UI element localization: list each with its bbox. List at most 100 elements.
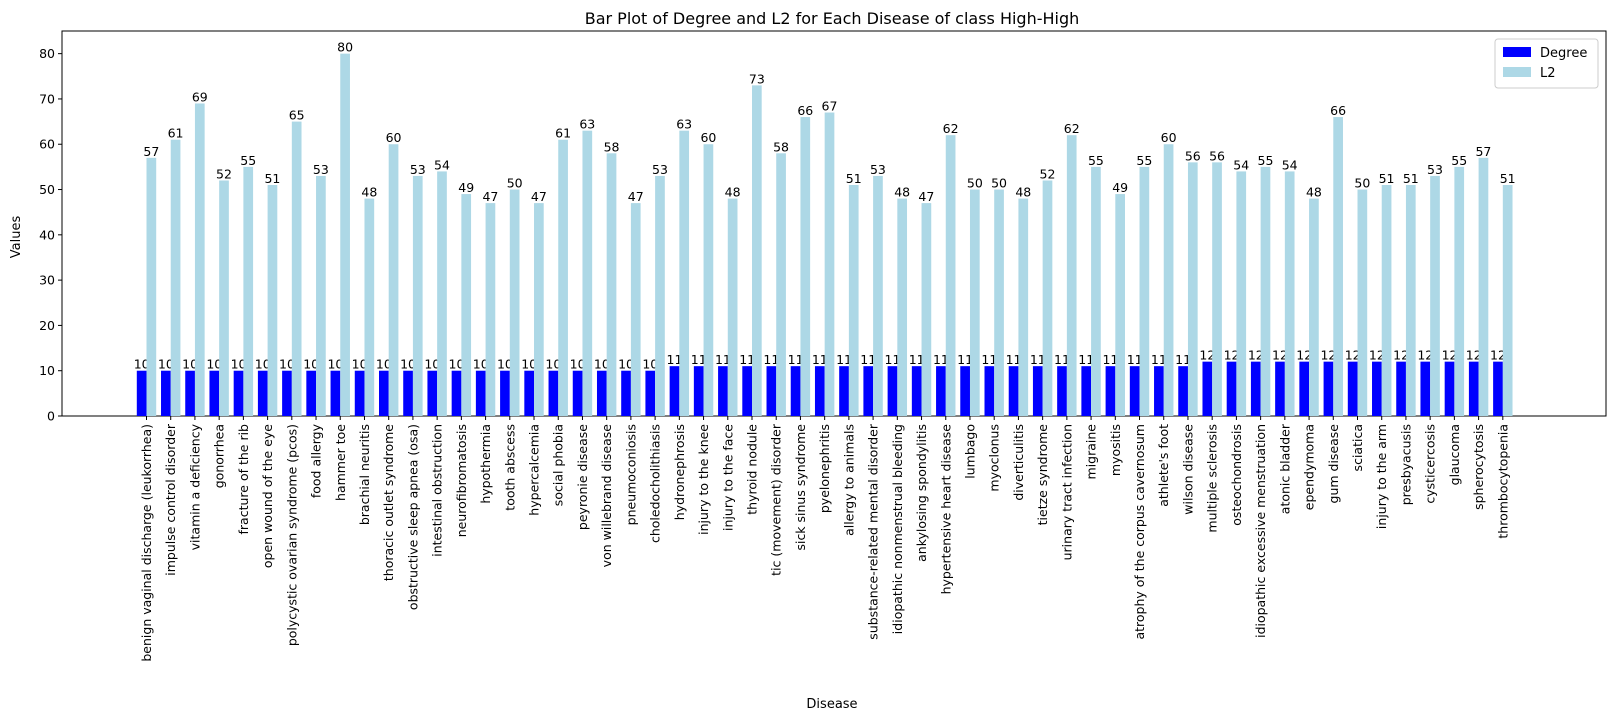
- x-tick-label: social phobia: [551, 424, 566, 506]
- y-tick-label: 20: [39, 318, 55, 333]
- x-tick-label: polycystic ovarian syndrome (pcos): [284, 424, 299, 646]
- bar-degree: [911, 366, 922, 416]
- bar-l2: [412, 175, 423, 416]
- bar-degree: [1105, 366, 1116, 416]
- bar-degree: [887, 366, 898, 416]
- bar-degree: [1468, 361, 1479, 416]
- bar-value-label: 10: [449, 357, 465, 372]
- bar-degree: [306, 370, 317, 416]
- bar-l2: [558, 139, 568, 417]
- bar-value-label: 48: [1015, 185, 1031, 200]
- bar-degree: [1493, 361, 1503, 416]
- x-tick-label: ankylosing spondylitis: [914, 424, 929, 562]
- bar-degree: [960, 366, 970, 416]
- bar-value-label: 10: [279, 357, 295, 372]
- bar-l2: [1284, 171, 1295, 416]
- x-tick-label: thoracic outlet syndrome: [381, 424, 396, 581]
- bar-value-label: 62: [1064, 121, 1080, 136]
- x-tick-label: injury to the arm: [1374, 424, 1389, 529]
- bar-value-label: 50: [967, 176, 983, 191]
- bar-value-label: 53: [410, 162, 426, 177]
- bar-l2: [219, 180, 229, 416]
- bar-value-label: 11: [1078, 352, 1094, 367]
- bar-value-label: 58: [773, 139, 789, 154]
- bar-value-label: 56: [1185, 148, 1201, 163]
- bar-value-label: 47: [628, 189, 644, 204]
- x-tick-label: benign vaginal discharge (leukorrhea): [139, 424, 154, 662]
- bar-l2: [1454, 166, 1465, 416]
- bar-value-label: 10: [642, 357, 658, 372]
- x-tick-label: hammer toe: [333, 424, 348, 501]
- x-tick-label: allergy to animals: [841, 424, 856, 536]
- bar-value-label: 11: [788, 352, 804, 367]
- bar-value-label: 50: [1354, 176, 1370, 191]
- y-tick-label: 80: [39, 46, 55, 61]
- bar-value-label: 52: [1040, 166, 1056, 181]
- bar-value-label: 11: [1151, 352, 1167, 367]
- bar-value-label: 10: [231, 357, 247, 372]
- bar-value-label: 56: [1209, 148, 1225, 163]
- bar-l2: [1018, 198, 1029, 416]
- bar-value-label: 61: [168, 126, 184, 141]
- bar-l2: [752, 85, 762, 417]
- legend-swatch-l2: [1503, 67, 1531, 77]
- bar-value-label: 48: [894, 185, 910, 200]
- bar-degree: [742, 366, 752, 416]
- bar-l2: [1115, 194, 1125, 416]
- bar-value-label: 60: [1161, 130, 1177, 145]
- bar-value-label: 11: [836, 352, 852, 367]
- x-tick-label: hypercalcemia: [527, 424, 542, 516]
- bar-l2: [1430, 175, 1440, 416]
- bar-value-label: 11: [691, 352, 707, 367]
- bar-value-label: 10: [352, 357, 368, 372]
- bar-value-label: 12: [1369, 348, 1385, 363]
- bar-degree: [572, 370, 583, 416]
- bar-degree: [1347, 361, 1358, 416]
- bar-degree: [1323, 361, 1334, 416]
- x-tick-label: idiopathic nonmenstrual bleeding: [890, 424, 905, 634]
- bar-degree: [1420, 361, 1431, 416]
- bar-value-label: 10: [594, 357, 610, 372]
- legend-swatch-degree: [1503, 47, 1531, 57]
- x-tick-label: hypertensive heart disease: [938, 424, 953, 595]
- bar-value-label: 10: [158, 357, 174, 372]
- bar-value-label: 55: [1136, 153, 1152, 168]
- bar-value-label: 11: [885, 352, 901, 367]
- bar-l2: [146, 157, 157, 416]
- bar-degree: [1081, 366, 1092, 416]
- bar-value-label: 61: [555, 126, 571, 141]
- bar-degree: [1226, 361, 1237, 416]
- x-tick-label: impulse control disorder: [163, 423, 178, 576]
- bar-l2: [461, 194, 472, 416]
- x-tick-label: tic (movement) disorder: [769, 423, 784, 576]
- bar-l2: [1042, 180, 1053, 416]
- bar-value-label: 53: [1427, 162, 1443, 177]
- bar-l2: [364, 198, 375, 416]
- bar-value-label: 60: [386, 130, 402, 145]
- bar-value-label: 10: [376, 357, 392, 372]
- bar-value-label: 55: [1258, 153, 1274, 168]
- bar-value-label: 12: [1393, 348, 1409, 363]
- bar-degree: [379, 370, 389, 416]
- bar-value-label: 12: [1345, 348, 1361, 363]
- bar-value-label: 11: [860, 352, 876, 367]
- y-tick-label: 30: [39, 273, 55, 288]
- bar-value-label: 12: [1320, 348, 1336, 363]
- bar-value-label: 11: [739, 352, 755, 367]
- bar-l2: [1478, 157, 1489, 416]
- bar-l2: [170, 139, 181, 417]
- bar-value-label: 54: [1282, 157, 1298, 172]
- bar-value-label: 12: [1490, 348, 1506, 363]
- bar-value-label: 11: [909, 352, 925, 367]
- bar-value-label: 51: [1500, 171, 1516, 186]
- bar-degree: [136, 370, 147, 416]
- bar-l2: [485, 203, 496, 416]
- x-tick-label: thyroid nodule: [745, 424, 760, 515]
- bar-l2: [1139, 166, 1150, 416]
- bar-value-label: 12: [1417, 348, 1433, 363]
- x-tick-label: tietze syndrome: [1035, 424, 1050, 526]
- bar-degree: [718, 366, 728, 416]
- y-axis-label: Values: [9, 216, 24, 259]
- x-tick-label: ependymoma: [1302, 424, 1317, 510]
- bar-degree: [209, 370, 220, 416]
